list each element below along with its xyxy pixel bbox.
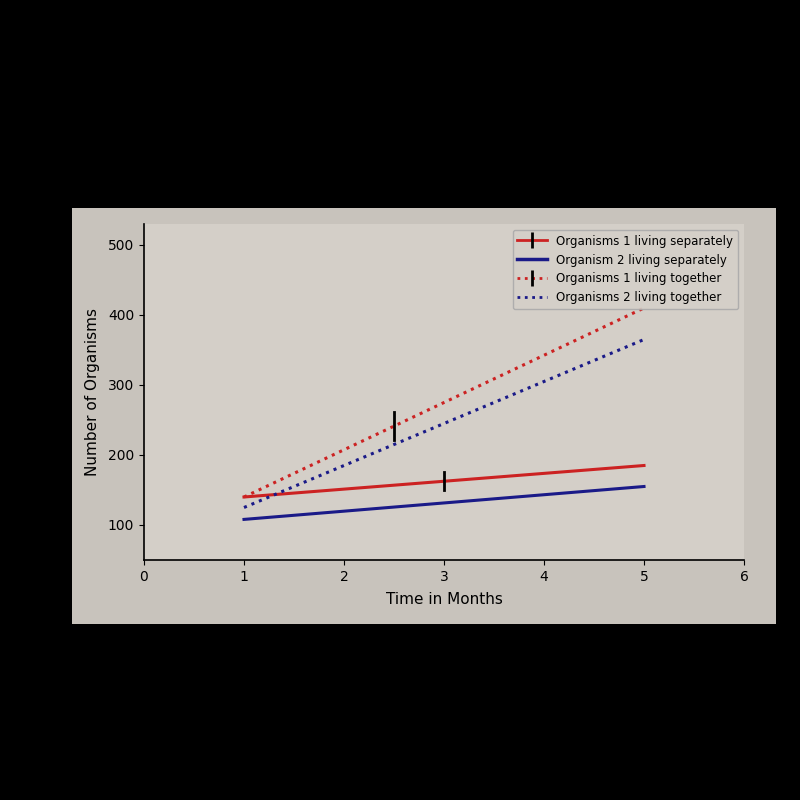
X-axis label: Time in Months: Time in Months [386, 592, 502, 607]
Legend: Organisms 1 living separately, Organism 2 living separately, Organisms 1 living : Organisms 1 living separately, Organism … [513, 230, 738, 309]
Y-axis label: Number of Organisms: Number of Organisms [85, 308, 99, 476]
